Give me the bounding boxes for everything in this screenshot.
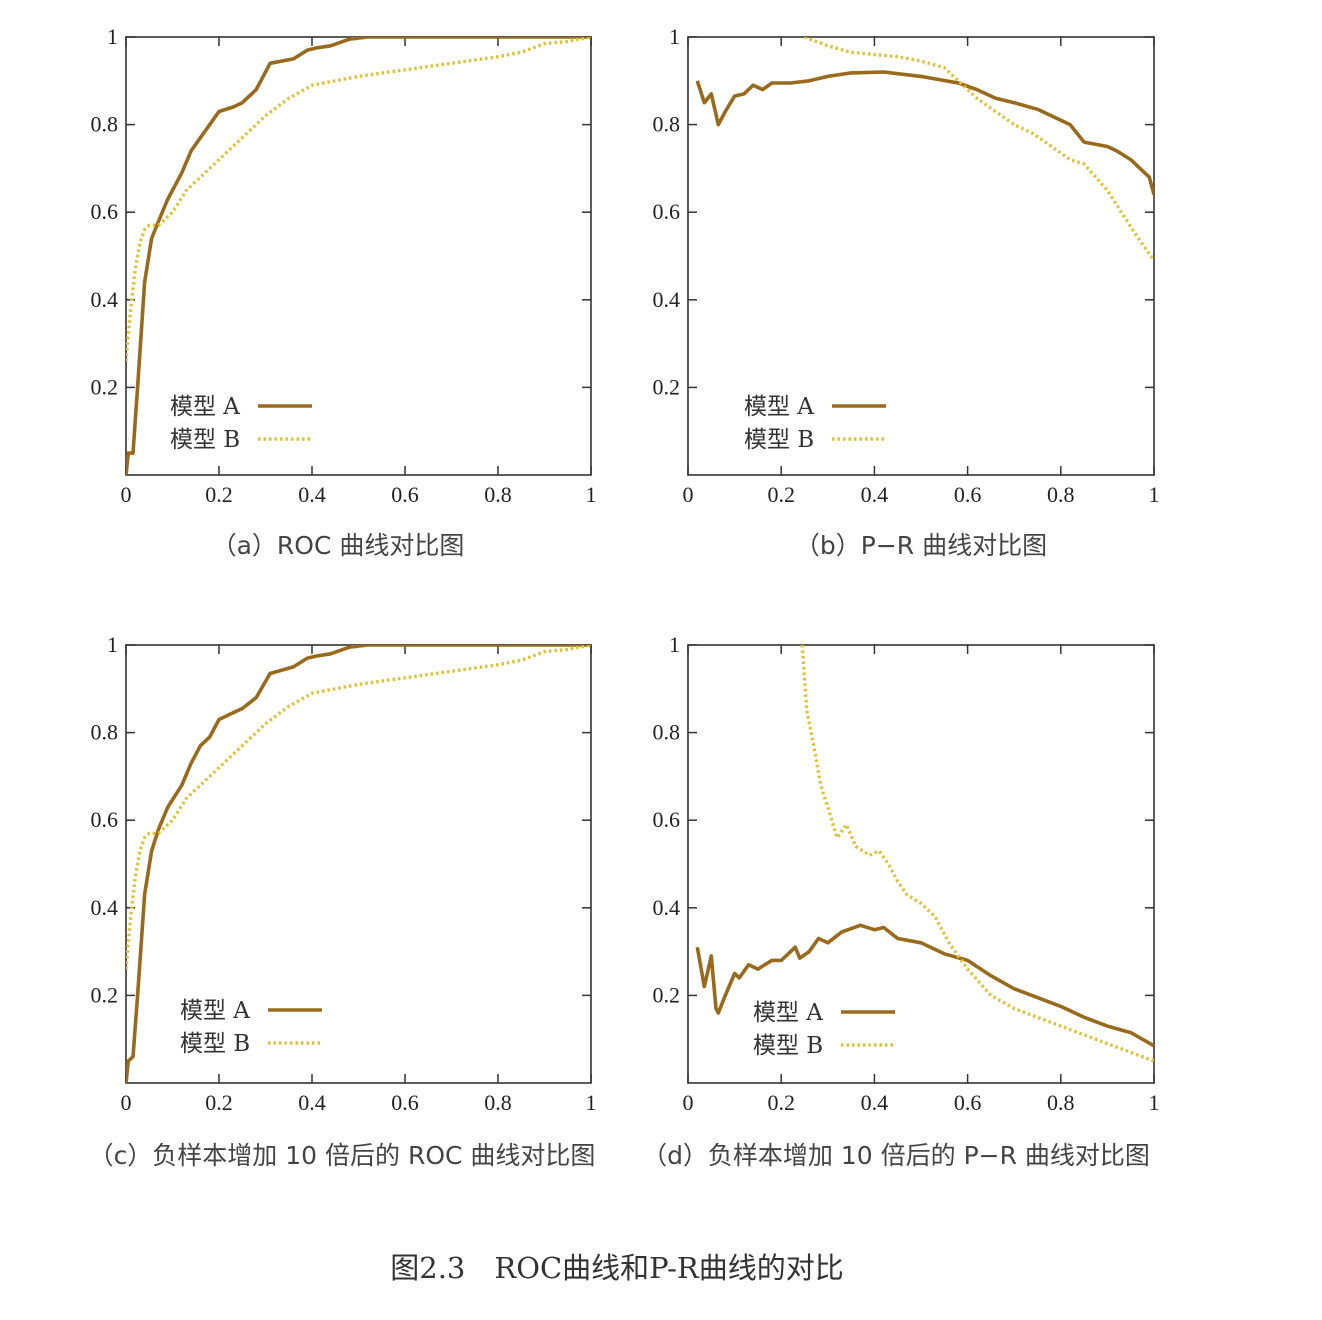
series-line-model-a [695, 923, 1154, 1048]
x-tick-label: 0 [683, 482, 694, 507]
y-tick-label: 0.6 [653, 807, 681, 832]
series-line-model-b [126, 37, 591, 362]
panel-a: 0 0.2 0.4 0.6 0.8 1 0.2 0.4 0.6 0.8 1 模型 A 模型 B （a）RO… [91, 24, 597, 560]
y-tick-label: 0.2 [653, 982, 681, 1007]
y-tick-label: 1 [669, 632, 680, 657]
series-line-model-b [803, 37, 1154, 262]
x-tick-label: 0.8 [1047, 482, 1075, 507]
panel-b: 0 0.2 0.4 0.6 0.8 1 0.2 0.4 0.6 0.8 1 模型 A 模型 B （b）P−… [653, 24, 1160, 560]
plot-frame [687, 36, 1155, 476]
panel-caption: （d）负样本增加 10 倍后的 P−R 曲线对比图 [642, 1141, 1150, 1170]
x-tick-label: 0.2 [205, 482, 233, 507]
y-tick-label: 1 [669, 24, 680, 49]
x-tick-label: 0.6 [954, 482, 982, 507]
legend-label-model-b: 模型 B [170, 427, 240, 453]
legend-label-model-b: 模型 B [753, 1033, 823, 1059]
y-tick-label: 0.2 [653, 374, 681, 399]
panel-caption: （b）P−R 曲线对比图 [795, 531, 1047, 560]
series-line-model-a [126, 37, 591, 475]
x-tick-label: 0.6 [954, 1090, 982, 1115]
x-tick-label: 0 [121, 482, 132, 507]
series-line-model-b [126, 645, 591, 970]
x-tick-label: 0 [683, 1090, 694, 1115]
x-tick-label: 0.4 [861, 1090, 889, 1115]
y-tick-label: 0.4 [653, 895, 681, 920]
panel-d: 0 0.2 0.4 0.6 0.8 1 0.2 0.4 0.6 0.8 1 模型 A 模型 B （d）负样… [642, 632, 1159, 1170]
x-tick-label: 1 [1149, 482, 1160, 507]
legend-label-model-b: 模型 B [744, 427, 814, 453]
x-tick-label: 1 [1149, 1090, 1160, 1115]
x-tick-label: 0.4 [861, 482, 889, 507]
legend-label-model-b: 模型 B [180, 1031, 250, 1057]
series-line-model-b [800, 645, 1154, 1063]
panel-caption: （c）负样本增加 10 倍后的 ROC 曲线对比图 [89, 1141, 596, 1170]
legend-label-model-a: 模型 A [180, 998, 250, 1024]
series-line-model-a [126, 645, 591, 1083]
figure-title: 图2.3 ROC曲线和P-R曲线的对比 [390, 1251, 843, 1285]
x-tick-label: 0.6 [391, 482, 419, 507]
y-tick-label: 0.4 [91, 895, 119, 920]
x-tick-label: 0.4 [298, 482, 326, 507]
legend-label-model-a: 模型 A [170, 394, 240, 420]
y-tick-label: 0.6 [91, 199, 119, 224]
y-tick-label: 0.2 [91, 374, 119, 399]
y-tick-label: 0.6 [653, 199, 681, 224]
x-tick-label: 1 [586, 1090, 597, 1115]
x-tick-label: 0.8 [484, 482, 512, 507]
x-tick-label: 0.4 [298, 1090, 326, 1115]
panel-c: 0 0.2 0.4 0.6 0.8 1 0.2 0.4 0.6 0.8 1 模型 A 模型 B （c）负样… [89, 632, 597, 1170]
y-tick-label: 0.4 [653, 287, 681, 312]
x-tick-label: 0.2 [767, 482, 795, 507]
x-tick-label: 0 [121, 1090, 132, 1115]
x-tick-label: 0.2 [767, 1090, 795, 1115]
x-tick-label: 0.2 [205, 1090, 233, 1115]
x-tick-label: 1 [586, 482, 597, 507]
y-tick-label: 0.2 [91, 982, 119, 1007]
y-tick-label: 0.8 [653, 720, 681, 745]
y-tick-label: 0.4 [91, 287, 119, 312]
x-tick-label: 0.8 [1047, 1090, 1075, 1115]
y-tick-label: 0.6 [91, 807, 119, 832]
y-tick-label: 0.8 [653, 112, 681, 137]
x-tick-label: 0.6 [391, 1090, 419, 1115]
series-line-model-a [695, 70, 1154, 196]
panel-caption: （a）ROC 曲线对比图 [212, 531, 465, 560]
legend-label-model-a: 模型 A [744, 394, 814, 420]
legend-label-model-a: 模型 A [753, 1000, 823, 1026]
x-tick-label: 0.8 [484, 1090, 512, 1115]
y-tick-label: 0.8 [91, 112, 119, 137]
y-tick-label: 1 [107, 632, 118, 657]
y-tick-label: 1 [107, 24, 118, 49]
y-tick-label: 0.8 [91, 720, 119, 745]
plot-frame [687, 644, 1155, 1084]
